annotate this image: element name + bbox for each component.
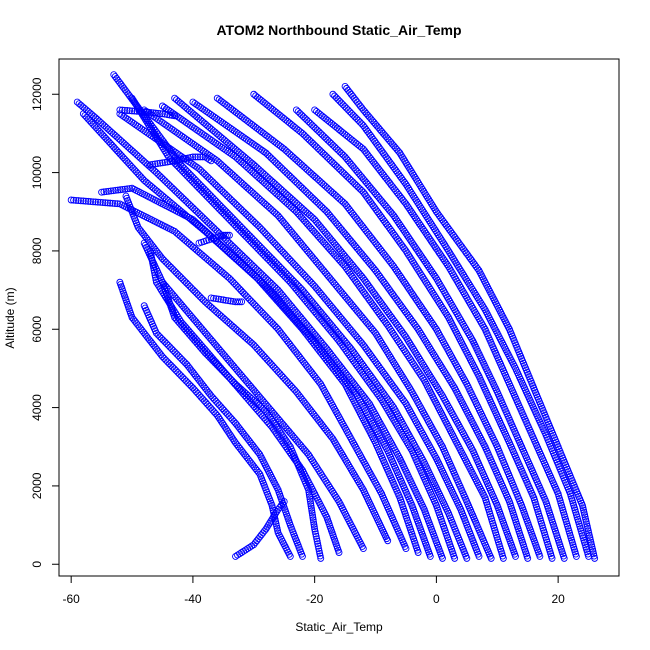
data-point bbox=[161, 103, 168, 111]
data-point bbox=[343, 84, 351, 92]
x-tick-label: -60 bbox=[63, 592, 81, 606]
data-point bbox=[215, 96, 223, 104]
data-point bbox=[173, 96, 180, 104]
data-point bbox=[313, 107, 320, 115]
data-point bbox=[171, 94, 179, 102]
x-tick-label: -40 bbox=[184, 592, 202, 606]
data-point bbox=[311, 106, 319, 114]
data-point bbox=[213, 94, 221, 102]
x-tick-label: -20 bbox=[306, 592, 324, 606]
data-point bbox=[111, 73, 119, 81]
data-point bbox=[110, 71, 118, 79]
x-tick-label: 0 bbox=[433, 592, 440, 606]
data-point bbox=[329, 90, 337, 98]
data-point bbox=[189, 98, 197, 106]
data-point bbox=[294, 108, 302, 116]
data-point bbox=[341, 82, 349, 90]
points-layer bbox=[67, 71, 599, 562]
data-point bbox=[331, 92, 339, 100]
data-point bbox=[116, 110, 124, 118]
data-point bbox=[250, 90, 258, 98]
data-point bbox=[191, 100, 199, 107]
data-point bbox=[252, 92, 260, 100]
data-point bbox=[292, 106, 300, 114]
data-point bbox=[159, 102, 166, 110]
chart-title: ATOM2 Northbound Static_Air_Temp bbox=[216, 22, 461, 38]
